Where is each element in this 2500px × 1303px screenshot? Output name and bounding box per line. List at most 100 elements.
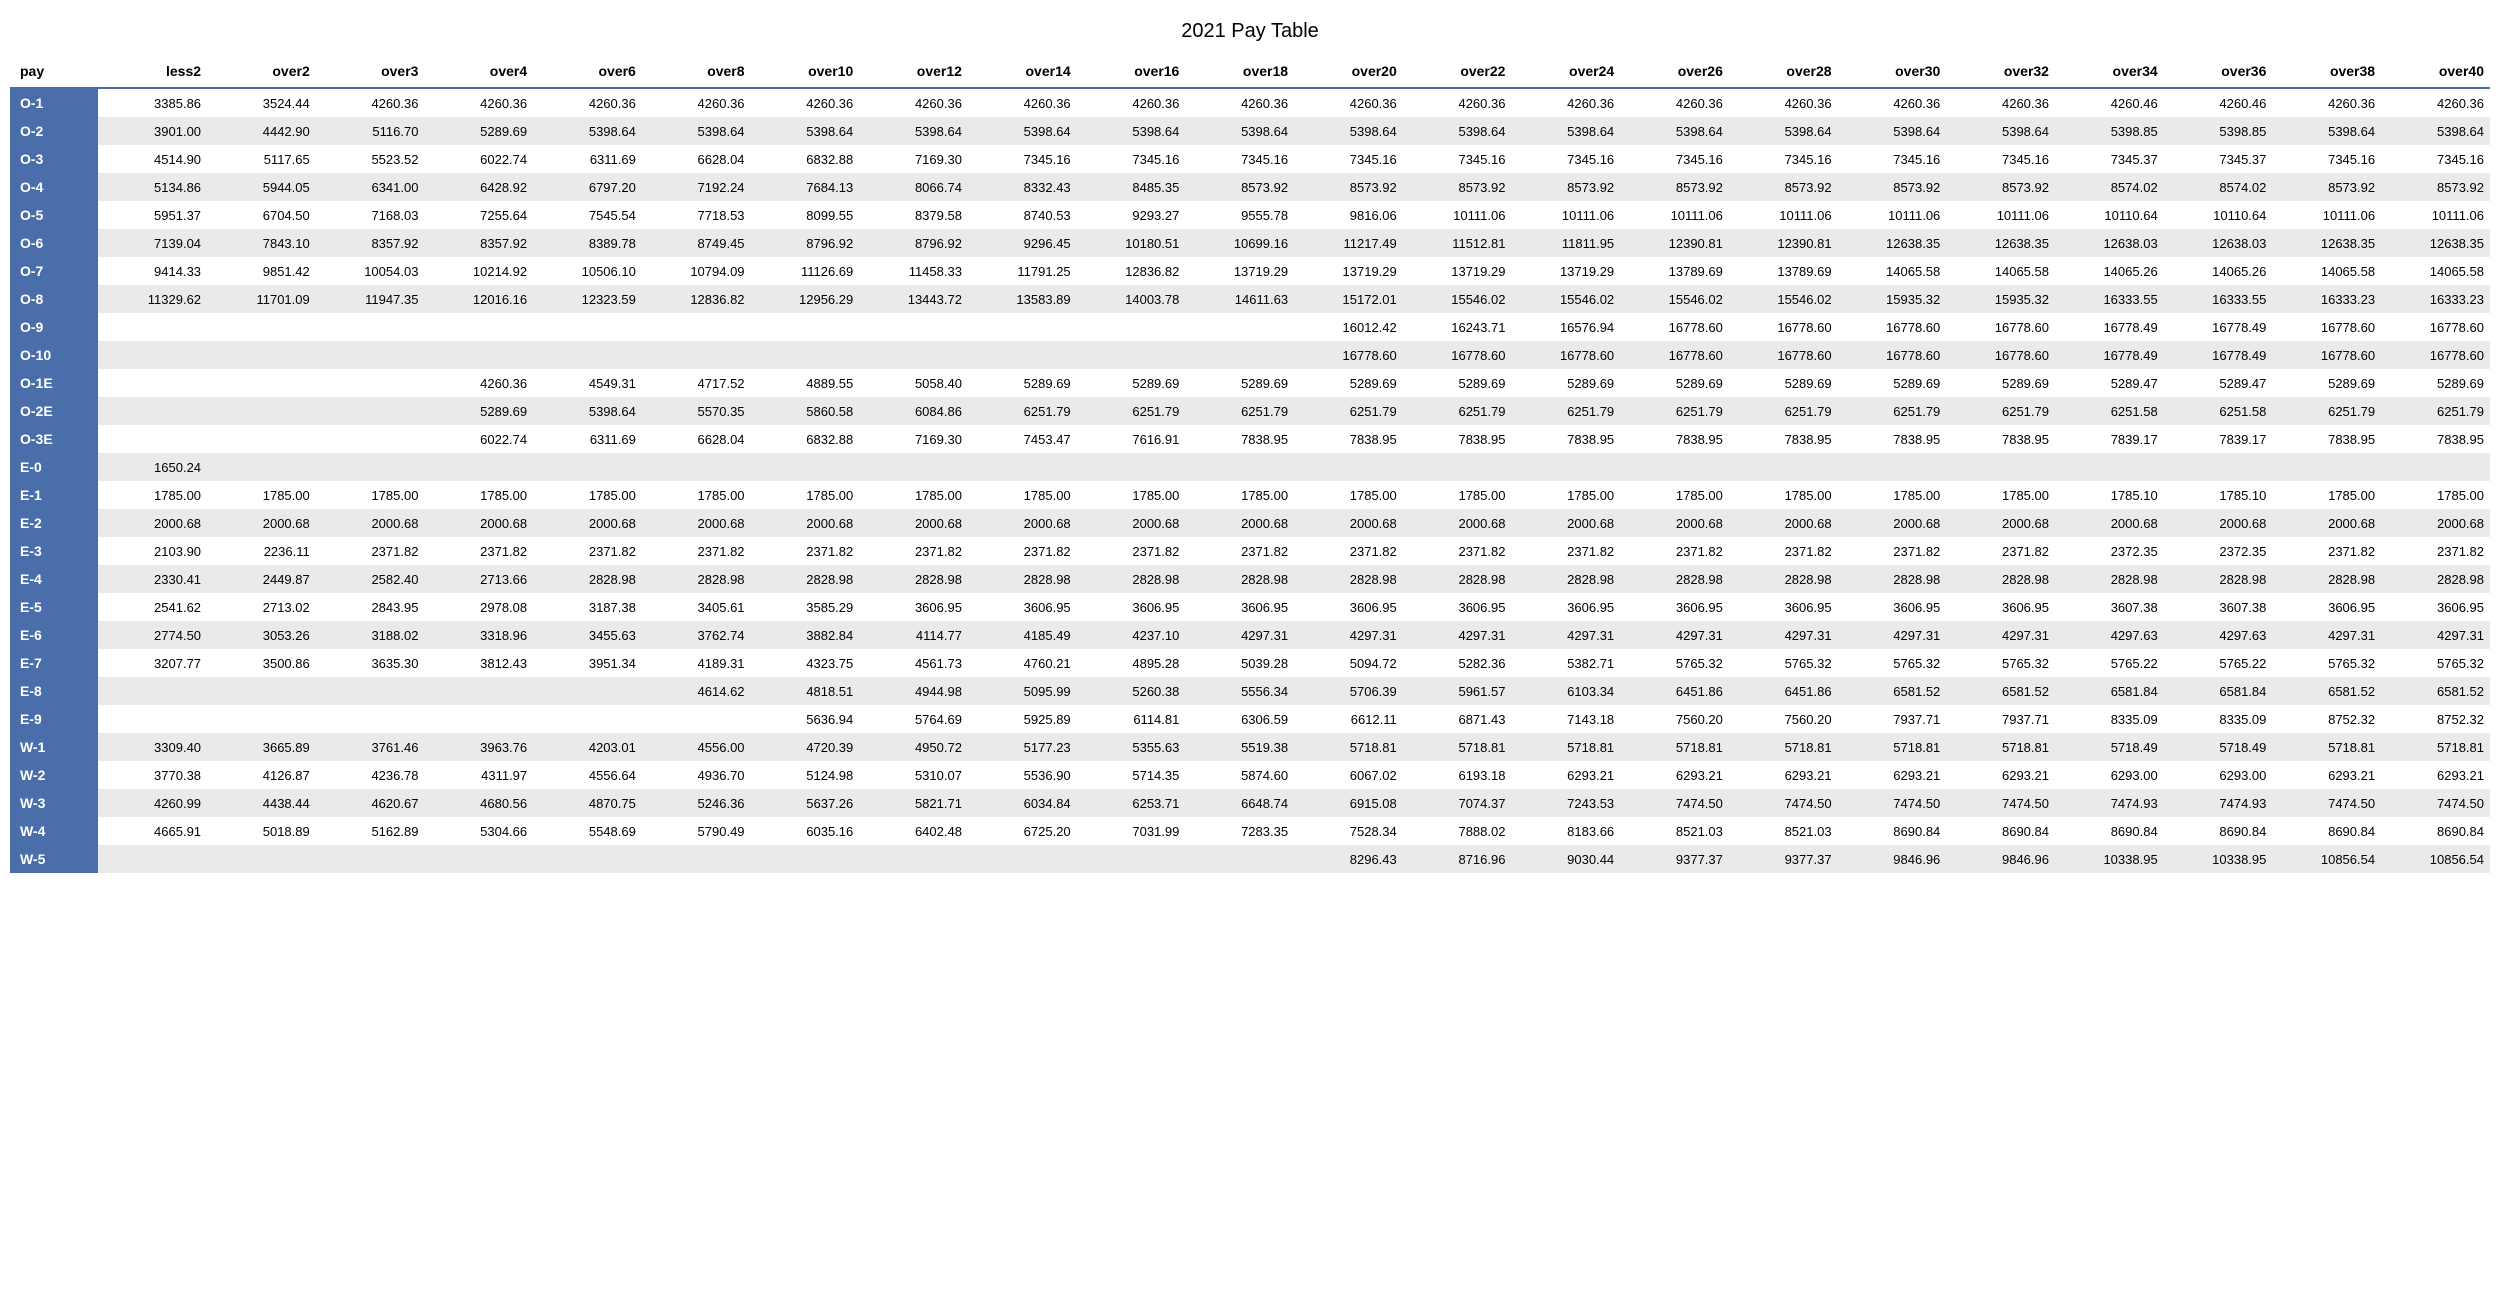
cell: 16778.60: [1729, 341, 1838, 369]
cell: 4297.31: [1838, 621, 1947, 649]
cell: 10856.54: [2272, 845, 2381, 873]
cell: 4297.31: [1511, 621, 1620, 649]
cell: 5398.64: [1185, 117, 1294, 145]
cell: 2541.62: [98, 593, 207, 621]
cell: 6084.86: [859, 397, 968, 425]
cell: 5714.35: [1077, 761, 1186, 789]
cell: 3762.74: [642, 621, 751, 649]
cell: [968, 845, 1077, 873]
cell: 6581.52: [2272, 677, 2381, 705]
cell: [642, 313, 751, 341]
cell: 5398.64: [1511, 117, 1620, 145]
cell: 5765.22: [2055, 649, 2164, 677]
cell: 7345.16: [1077, 145, 1186, 173]
cell: 6251.79: [968, 397, 1077, 425]
cell: [98, 397, 207, 425]
cell: 4189.31: [642, 649, 751, 677]
cell: 2372.35: [2055, 537, 2164, 565]
cell: 8296.43: [1294, 845, 1403, 873]
cell: 5765.32: [2381, 649, 2490, 677]
cell: 9555.78: [1185, 201, 1294, 229]
cell: 5765.32: [2272, 649, 2381, 677]
cell: 9293.27: [1077, 201, 1186, 229]
row-header-o-1e: O-1E: [10, 369, 98, 397]
table-row: O-67139.047843.108357.928357.928389.7887…: [10, 229, 2490, 257]
cell: 14611.63: [1185, 285, 1294, 313]
row-header-e-2: E-2: [10, 509, 98, 537]
cell: [642, 453, 751, 481]
cell: 1785.00: [968, 481, 1077, 509]
cell: 3606.95: [1838, 593, 1947, 621]
cell: 5718.81: [2272, 733, 2381, 761]
cell: 7474.93: [2055, 789, 2164, 817]
cell: 4514.90: [98, 145, 207, 173]
cell: 4549.31: [533, 369, 642, 397]
cell: 5289.47: [2164, 369, 2273, 397]
cell: 5874.60: [1185, 761, 1294, 789]
cell: 5117.65: [207, 145, 316, 173]
cell: 10338.95: [2164, 845, 2273, 873]
cell: 3951.34: [533, 649, 642, 677]
cell: 5519.38: [1185, 733, 1294, 761]
cell: 16778.60: [1620, 341, 1729, 369]
cell: 5398.64: [1946, 117, 2055, 145]
cell: 9296.45: [968, 229, 1077, 257]
cell: 2000.68: [1729, 509, 1838, 537]
cell: 8752.32: [2272, 705, 2381, 733]
table-row: O-55951.376704.507168.037255.647545.5477…: [10, 201, 2490, 229]
cell: 5860.58: [751, 397, 860, 425]
cell: 10111.06: [1729, 201, 1838, 229]
cell: 7345.16: [1838, 145, 1947, 173]
cell: [424, 453, 533, 481]
cell: 5718.81: [2381, 733, 2490, 761]
cell: 8573.92: [1403, 173, 1512, 201]
cell: 6022.74: [424, 425, 533, 453]
cell: 15546.02: [1729, 285, 1838, 313]
cell: 2000.68: [2381, 509, 2490, 537]
table-row: E-84614.624818.514944.985095.995260.3855…: [10, 677, 2490, 705]
cell: 15546.02: [1403, 285, 1512, 313]
cell: [751, 845, 860, 873]
cell: 5718.81: [1294, 733, 1403, 761]
cell: 2713.02: [207, 593, 316, 621]
cell: 2000.68: [533, 509, 642, 537]
col-header-pay: pay: [10, 57, 98, 88]
cell: 8357.92: [316, 229, 425, 257]
cell: 3665.89: [207, 733, 316, 761]
cell: 11811.95: [1511, 229, 1620, 257]
cell: 5398.64: [1403, 117, 1512, 145]
cell: 8796.92: [751, 229, 860, 257]
cell: 7345.16: [2381, 145, 2490, 173]
cell: 7560.20: [1729, 705, 1838, 733]
cell: [751, 341, 860, 369]
cell: [2381, 453, 2490, 481]
cell: 7243.53: [1511, 789, 1620, 817]
cell: 1785.00: [859, 481, 968, 509]
cell: [533, 845, 642, 873]
cell: 7474.50: [1946, 789, 2055, 817]
cell: 5765.32: [1946, 649, 2055, 677]
cell: 6832.88: [751, 425, 860, 453]
cell: [1294, 453, 1403, 481]
cell: 8183.66: [1511, 817, 1620, 845]
cell: 5382.71: [1511, 649, 1620, 677]
cell: 8752.32: [2381, 705, 2490, 733]
cell: 4297.31: [1294, 621, 1403, 649]
cell: [1185, 313, 1294, 341]
cell: 5398.64: [1838, 117, 1947, 145]
cell: 16778.60: [1946, 313, 2055, 341]
cell: 2000.68: [859, 509, 968, 537]
cell: 7616.91: [1077, 425, 1186, 453]
cell: 2582.40: [316, 565, 425, 593]
cell: 7474.50: [1620, 789, 1729, 817]
table-row: W-13309.403665.893761.463963.764203.0145…: [10, 733, 2490, 761]
cell: 14065.58: [2381, 257, 2490, 285]
cell: 3607.38: [2055, 593, 2164, 621]
cell: 5094.72: [1294, 649, 1403, 677]
row-header-w-1: W-1: [10, 733, 98, 761]
cell: 5706.39: [1294, 677, 1403, 705]
col-header-over14: over14: [968, 57, 1077, 88]
cell: [424, 341, 533, 369]
col-header-over24: over24: [1511, 57, 1620, 88]
cell: 5116.70: [316, 117, 425, 145]
